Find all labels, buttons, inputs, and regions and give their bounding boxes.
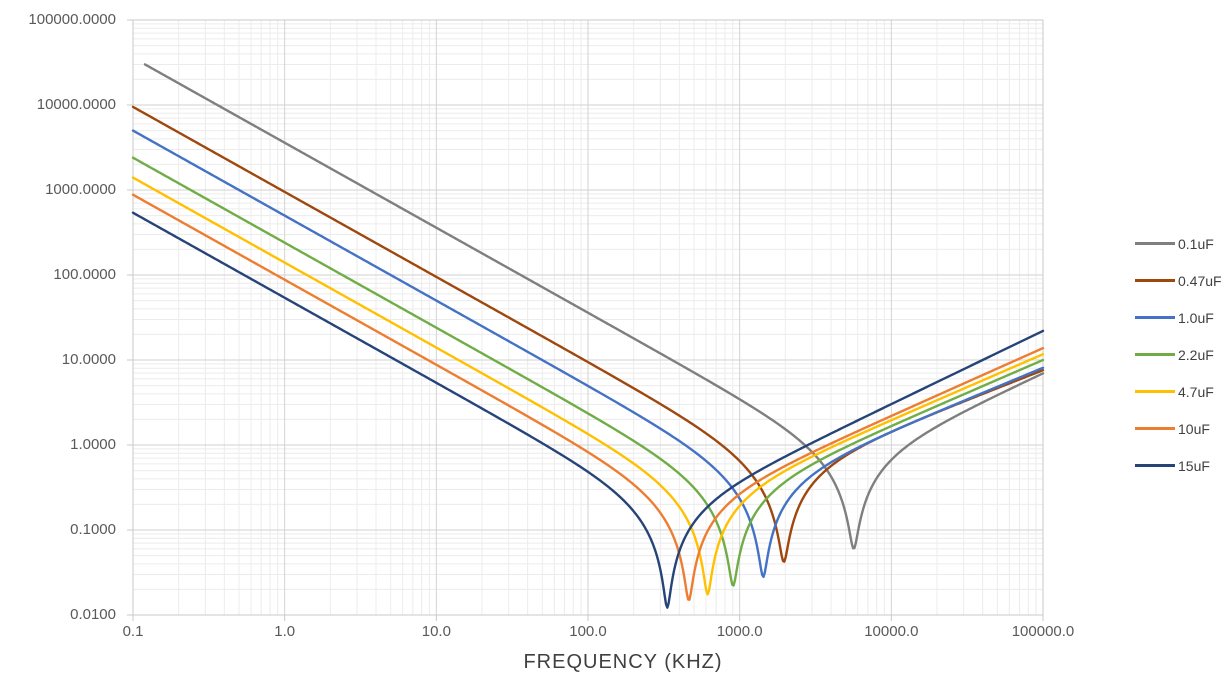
- x-tick-label: 1000.0: [716, 623, 763, 640]
- legend-line-swatch: [1135, 353, 1175, 356]
- series-line-2.2uF: [131, 156, 1045, 587]
- legend-label: 0.47uF: [1178, 272, 1222, 289]
- legend-item-4.7uF[interactable]: 4.7uF: [1135, 373, 1222, 410]
- legend-label: 0.1uF: [1178, 235, 1214, 252]
- y-tick-label: 1.0000: [70, 436, 116, 453]
- legend-label: 15uF: [1178, 457, 1210, 474]
- x-tick-label: 1.0: [274, 623, 296, 640]
- series-line-10uF: [131, 193, 1045, 601]
- legend-item-0.47uF[interactable]: 0.47uF: [1135, 262, 1222, 299]
- legend-label: 2.2uF: [1178, 346, 1214, 363]
- x-axis-title: FREQUENCY (KHZ): [523, 651, 723, 673]
- y-tick-label: 0.1000: [70, 521, 116, 538]
- x-tick-label: 0.1: [122, 623, 144, 640]
- series-line-1.0uF: [131, 129, 1045, 579]
- y-tick-label: 10.0000: [61, 351, 116, 368]
- legend-line-swatch: [1135, 316, 1175, 319]
- axis-tick-marks: [127, 19, 1044, 621]
- series-line-0.1uF: [143, 63, 1045, 550]
- x-tick-label: 10000.0: [864, 623, 919, 640]
- y-tick-label: 100000.0000: [28, 11, 116, 28]
- legend-label: 10uF: [1178, 420, 1210, 437]
- series-line-4.7uF: [131, 176, 1045, 596]
- legend-line-swatch: [1135, 390, 1175, 393]
- x-tick-label: 100.0: [569, 623, 607, 640]
- legend-item-10uF[interactable]: 10uF: [1135, 410, 1222, 447]
- y-tick-label: 100.0000: [53, 266, 116, 283]
- legend-item-1.0uF[interactable]: 1.0uF: [1135, 299, 1222, 336]
- x-tick-label: 10.0: [421, 623, 451, 640]
- legend-label: 4.7uF: [1178, 383, 1214, 400]
- legend-line-swatch: [1135, 464, 1175, 467]
- series-line-15uF: [131, 211, 1045, 609]
- legend-line-swatch: [1135, 242, 1175, 245]
- legend-label: 1.0uF: [1178, 309, 1214, 326]
- legend-line-swatch: [1135, 279, 1175, 282]
- legend-item-0.1uF[interactable]: 0.1uF: [1135, 225, 1222, 262]
- legend-line-swatch: [1135, 427, 1175, 430]
- y-tick-label: 10000.0000: [36, 96, 116, 113]
- chart-legend: 0.1uF 0.47uF 1.0uF 2.2uF 4.7uF 10uF 15uF: [1135, 225, 1222, 484]
- legend-item-15uF[interactable]: 15uF: [1135, 447, 1222, 484]
- y-tick-label: 1000.0000: [45, 181, 116, 198]
- legend-item-2.2uF[interactable]: 2.2uF: [1135, 336, 1222, 373]
- y-tick-label: 0.0100: [70, 606, 116, 623]
- x-tick-label: 100000.0: [1011, 623, 1075, 640]
